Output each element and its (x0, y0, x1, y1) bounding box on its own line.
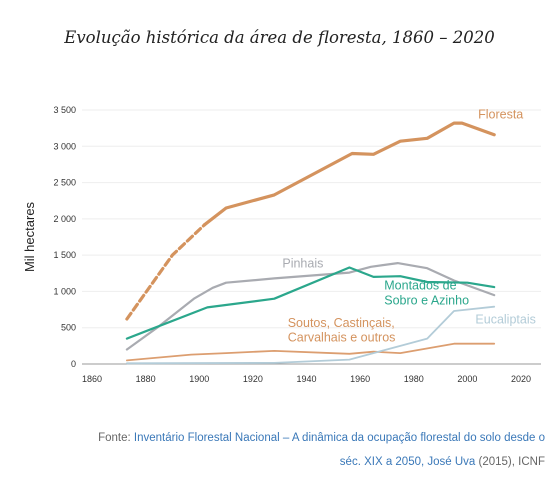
series-label: Carvalhais e outros (288, 331, 396, 345)
series-floresta-line (203, 121, 496, 227)
x-axis-ticks: 1860 1880 1900 1920 1940 1960 1980 2000 2020 (82, 374, 531, 384)
source-link-dinamica[interactable]: A dinâmica da ocupação florestal do solo… (291, 432, 545, 444)
source-suffix: (2015), ICNF (475, 456, 545, 468)
series-eucaliptais-line (126, 305, 496, 365)
series-label: Sobro e Azinho (384, 293, 469, 307)
x-tick-label: 1980 (404, 374, 424, 384)
y-tick-label: 1 500 (53, 250, 76, 260)
y-axis-ticks: 0 500 1 000 1 500 2 000 2 500 3 000 3 500 (53, 105, 76, 369)
series-soutos-line (126, 342, 496, 362)
series-label: Soutos, Castinçais, (288, 316, 395, 330)
y-tick-label: 0 (71, 359, 76, 369)
source-link-inventario[interactable]: Inventário Florestal Nacional (133, 432, 280, 444)
y-tick-label: 3 500 (53, 105, 76, 115)
series-label: Eucaliptais (475, 312, 535, 326)
x-tick-label: 1880 (136, 374, 156, 384)
series-floresta-dashed (125, 223, 207, 321)
x-tick-label: 2020 (511, 374, 531, 384)
y-tick-label: 2 000 (53, 214, 76, 224)
series-label: Montados de (384, 278, 456, 292)
series-montados-line (125, 266, 496, 340)
chart-title: Evolução histórica da área de floresta, … (64, 28, 495, 47)
series-label: Floresta (478, 108, 523, 122)
x-tick-label: 1900 (189, 374, 209, 384)
y-tick-label: 2 500 (53, 178, 76, 188)
y-tick-label: 3 000 (53, 141, 76, 151)
x-tick-label: 1860 (82, 374, 102, 384)
series-lines (125, 121, 496, 365)
x-tick-label: 1960 (350, 374, 370, 384)
x-tick-label: 1940 (296, 374, 316, 384)
source-separator: – (279, 432, 292, 444)
y-axis-label: Mil hectares (22, 201, 37, 272)
x-tick-label: 2000 (457, 374, 477, 384)
source-prefix: Fonte: (98, 432, 134, 444)
y-tick-label: 1 000 (53, 286, 76, 296)
series-pinhais-line (125, 262, 496, 351)
series-label: Pinhais (282, 256, 323, 270)
x-tick-label: 1920 (243, 374, 263, 384)
source-note: Fonte: Inventário Florestal Nacional – A… (15, 426, 545, 474)
source-link-autor[interactable]: séc. XIX a 2050, José Uva (339, 456, 476, 468)
y-tick-label: 500 (61, 323, 76, 333)
grid-lines (82, 109, 541, 365)
